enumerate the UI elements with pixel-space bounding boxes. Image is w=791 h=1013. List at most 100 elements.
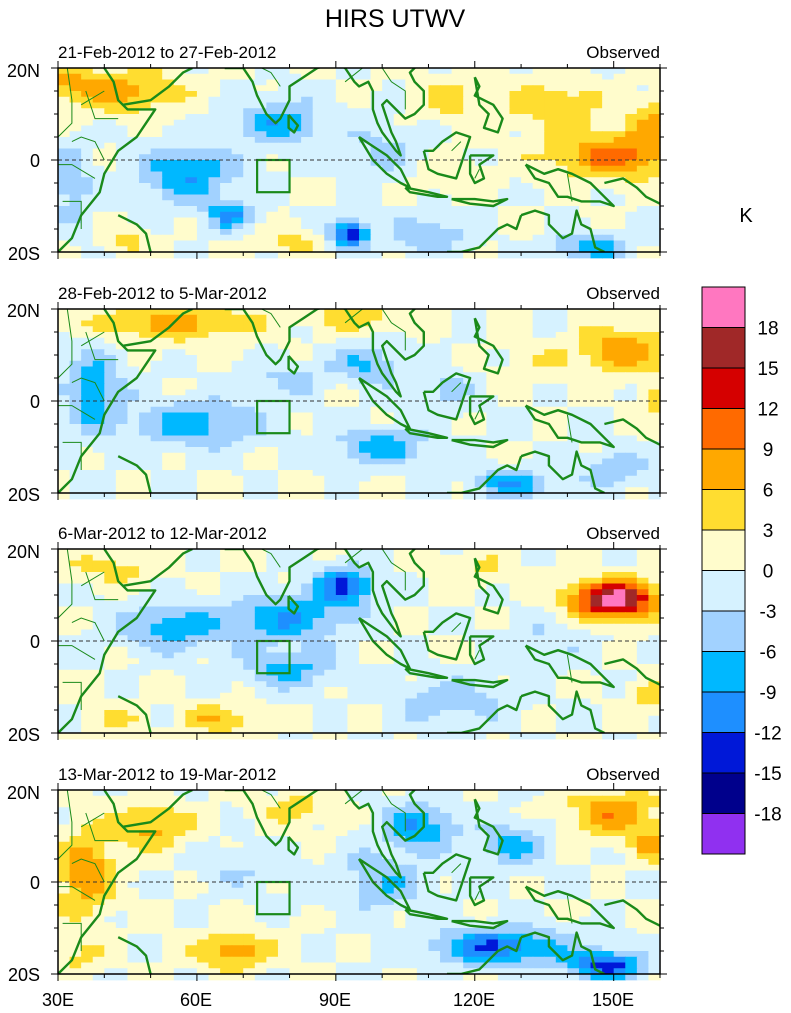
field-cell (636, 595, 650, 602)
field-cell (150, 549, 163, 556)
field-cell (150, 206, 163, 213)
field-cell (509, 114, 522, 121)
field-cell (277, 687, 291, 694)
field-cell (625, 142, 638, 150)
field-cell (301, 675, 314, 682)
field-cell (150, 125, 163, 132)
field-cell (555, 589, 568, 596)
field-cell (150, 429, 163, 437)
field-cell (139, 314, 152, 322)
field-cell (139, 652, 152, 659)
field-cell (578, 475, 592, 483)
field-cell (127, 183, 140, 190)
field-cell (428, 223, 441, 230)
field-cell (173, 206, 186, 213)
field-cell (220, 452, 233, 460)
field-cell (196, 641, 210, 648)
field-cell (359, 606, 372, 613)
country-border (80, 90, 105, 106)
field-cell (625, 687, 638, 694)
field-cell (162, 68, 175, 75)
field-cell (602, 343, 615, 350)
field-cell (602, 658, 615, 665)
field-cell (463, 692, 476, 700)
field-cell (416, 424, 430, 431)
field-cell (208, 206, 221, 213)
field-cell (567, 320, 580, 327)
field-cell (162, 418, 175, 425)
field-cell (139, 91, 152, 98)
field-cell (567, 183, 580, 190)
field-cell (463, 389, 476, 396)
field-cell (127, 148, 140, 155)
field-cell (69, 475, 82, 483)
field-cell (347, 669, 360, 677)
field-cell (602, 332, 615, 339)
field-cell (567, 641, 580, 648)
field-cell (347, 73, 360, 81)
field-cell (220, 171, 233, 178)
field-cell (127, 389, 140, 396)
field-cell (208, 68, 221, 75)
field-cell (636, 148, 650, 155)
field-cell (602, 349, 615, 356)
field-cell (451, 549, 464, 556)
field-cell (636, 635, 650, 642)
field-cell (567, 165, 580, 173)
field-cell (359, 389, 372, 396)
field-cell (393, 171, 406, 178)
field-cell (567, 137, 580, 144)
field-cell (208, 160, 221, 167)
field-cell (486, 177, 499, 184)
field-cell (277, 441, 291, 448)
field-cell (451, 79, 464, 86)
field-cell (324, 589, 337, 596)
field-cell (405, 412, 418, 419)
field-cell (370, 142, 383, 150)
field-cell (58, 658, 71, 665)
field-cell (150, 669, 163, 677)
field-cell (625, 349, 638, 356)
field-cell (173, 418, 186, 425)
field-cell (416, 320, 430, 327)
field-cell (185, 577, 198, 585)
field-cell (509, 85, 522, 92)
field-cell (324, 435, 337, 442)
field-cell (648, 211, 661, 219)
field-cell (474, 549, 487, 556)
field-cell (266, 366, 279, 373)
field-cell (196, 577, 210, 585)
field-cell (254, 125, 267, 132)
field-cell (451, 131, 464, 138)
field-cell (312, 687, 325, 694)
field-cell (497, 487, 511, 494)
field-cell (231, 418, 244, 425)
field-cell (625, 131, 638, 138)
field-cell (532, 320, 545, 327)
field-cell (440, 383, 453, 391)
field-cell (127, 652, 140, 659)
field-cell (289, 349, 302, 356)
coastline (520, 450, 605, 493)
field-cell (474, 91, 487, 98)
field-cell (359, 194, 372, 201)
field-cell (648, 148, 661, 155)
field-cell (636, 687, 650, 694)
field-cell (509, 326, 522, 333)
field-cell (648, 326, 661, 333)
field-cell (289, 623, 302, 631)
field-cell (115, 412, 129, 419)
field-cell (347, 194, 360, 201)
field-cell (254, 435, 267, 442)
field-cell (347, 493, 360, 500)
field-cell (162, 194, 175, 201)
field-cell (254, 646, 267, 654)
field-cell (567, 383, 580, 391)
field-cell (555, 148, 568, 155)
field-cell (451, 200, 464, 207)
field-cell (58, 635, 71, 642)
field-cell (544, 194, 557, 201)
field-cell (416, 200, 430, 207)
field-cell (486, 234, 499, 242)
field-cell (532, 154, 545, 161)
